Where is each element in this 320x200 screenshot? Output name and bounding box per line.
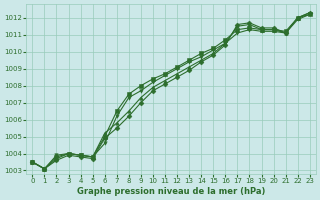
X-axis label: Graphe pression niveau de la mer (hPa): Graphe pression niveau de la mer (hPa) bbox=[77, 187, 265, 196]
